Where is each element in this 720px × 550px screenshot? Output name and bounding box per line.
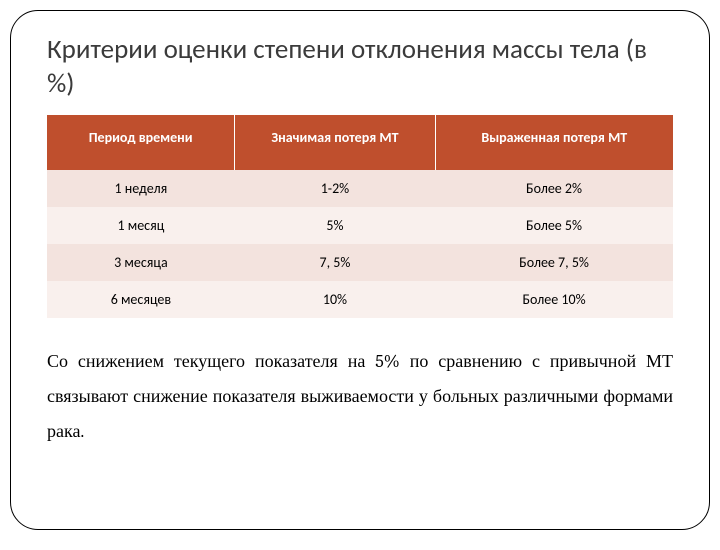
table-row: 1 неделя 1-2% Более 2%	[47, 170, 673, 207]
cell-significant: 10%	[235, 281, 435, 318]
col-header-significant: Значимая потеря МТ	[235, 115, 435, 170]
cell-period: 1 месяц	[47, 207, 235, 244]
cell-period: 1 неделя	[47, 170, 235, 207]
cell-period: 3 месяца	[47, 244, 235, 281]
table-header-row: Период времени Значимая потеря МТ Выраже…	[47, 115, 673, 170]
table-row: 6 месяцев 10% Более 10%	[47, 281, 673, 318]
cell-severe: Более 10%	[435, 281, 673, 318]
slide-frame: Критерии оценки степени отклонения массы…	[10, 10, 710, 530]
table-row: 1 месяц 5% Более 5%	[47, 207, 673, 244]
criteria-table: Период времени Значимая потеря МТ Выраже…	[47, 115, 673, 318]
col-header-period: Период времени	[47, 115, 235, 170]
slide-title: Критерии оценки степени отклонения массы…	[47, 33, 673, 101]
col-header-severe: Выраженная потеря МТ	[435, 115, 673, 170]
cell-significant: 7, 5%	[235, 244, 435, 281]
cell-significant: 5%	[235, 207, 435, 244]
cell-severe: Более 7, 5%	[435, 244, 673, 281]
cell-severe: Более 5%	[435, 207, 673, 244]
cell-period: 6 месяцев	[47, 281, 235, 318]
body-paragraph: Со снижением текущего показателя на 5% п…	[47, 344, 673, 449]
table-row: 3 месяца 7, 5% Более 7, 5%	[47, 244, 673, 281]
cell-severe: Более 2%	[435, 170, 673, 207]
cell-significant: 1-2%	[235, 170, 435, 207]
